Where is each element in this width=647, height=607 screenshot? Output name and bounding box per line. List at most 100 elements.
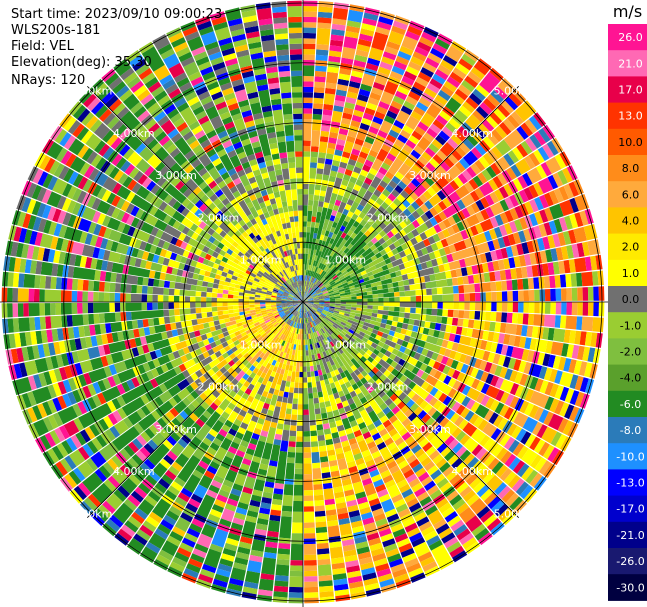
velocity-gate	[181, 174, 191, 184]
velocity-gate	[375, 345, 383, 352]
velocity-gate	[318, 316, 339, 337]
velocity-gate	[83, 93, 97, 108]
velocity-gate	[125, 293, 131, 302]
velocity-gate	[274, 261, 283, 272]
velocity-gate	[341, 417, 352, 430]
velocity-gate	[489, 216, 499, 228]
velocity-gate	[328, 394, 338, 412]
velocity-gate	[354, 387, 362, 395]
velocity-gate	[47, 399, 58, 414]
velocity-gate	[217, 242, 225, 250]
velocity-gate	[201, 523, 217, 539]
velocity-gate	[200, 297, 207, 302]
velocity-gate	[303, 108, 313, 114]
velocity-gate	[136, 434, 147, 447]
velocity-gate	[109, 292, 115, 302]
velocity-gate	[507, 114, 520, 129]
velocity-gate	[131, 247, 139, 258]
velocity-gate	[106, 205, 116, 217]
velocity-gate	[312, 293, 318, 298]
velocity-gate	[396, 245, 404, 253]
velocity-gate	[501, 302, 508, 312]
velocity-gate	[303, 474, 313, 480]
velocity-gate	[382, 406, 392, 415]
velocity-gate	[217, 355, 225, 363]
velocity-gate	[344, 168, 353, 177]
velocity-gate	[359, 384, 370, 397]
velocity-gate	[242, 373, 250, 381]
velocity-gate	[270, 250, 279, 262]
velocity-gate	[170, 322, 177, 330]
velocity-gate	[219, 260, 227, 267]
velocity-gate	[427, 407, 437, 417]
velocity-gate	[179, 542, 194, 553]
velocity-gate	[117, 331, 124, 342]
velocity-gate	[398, 286, 405, 292]
velocity-gate	[82, 291, 88, 302]
velocity-gate	[324, 266, 338, 280]
velocity-gate	[323, 308, 329, 312]
velocity-gate	[317, 270, 325, 281]
velocity-gate	[329, 546, 344, 559]
velocity-gate	[414, 487, 427, 498]
velocity-gate	[524, 402, 535, 416]
velocity-gate	[185, 201, 195, 211]
velocity-gate	[306, 312, 309, 318]
velocity-gate	[313, 489, 324, 496]
velocity-gate	[434, 380, 453, 396]
velocity-gate	[372, 81, 385, 91]
velocity-gate	[339, 291, 351, 296]
velocity-gate	[230, 393, 242, 406]
velocity-gate	[415, 76, 429, 88]
velocity-gate	[415, 207, 425, 217]
velocity-gate	[425, 260, 433, 268]
velocity-gate	[265, 344, 272, 350]
velocity-gate	[326, 444, 335, 451]
velocity-gate	[273, 249, 284, 265]
velocity-gate	[254, 294, 261, 298]
velocity-gate	[120, 67, 135, 81]
velocity-gate	[259, 321, 266, 327]
velocity-gate	[224, 318, 231, 323]
velocity-gate	[321, 466, 330, 474]
velocity-gate	[294, 479, 303, 485]
velocity-gate	[162, 257, 170, 266]
velocity-gate	[278, 402, 287, 419]
velocity-gate	[337, 512, 349, 520]
velocity-gate	[484, 409, 495, 422]
velocity-gate	[397, 162, 411, 177]
velocity-gate	[244, 570, 261, 584]
velocity-gate	[482, 153, 494, 166]
velocity-gate	[523, 361, 532, 375]
velocity-gate	[489, 399, 500, 412]
velocity-gate	[333, 392, 340, 400]
velocity-gate	[72, 326, 80, 339]
velocity-gate	[359, 331, 366, 337]
velocity-gate	[319, 303, 330, 307]
velocity-gate	[442, 309, 449, 317]
velocity-gate	[406, 562, 422, 573]
velocity-gate	[233, 406, 242, 414]
velocity-gate	[137, 174, 148, 185]
velocity-gate	[313, 295, 324, 300]
velocity-gate	[320, 461, 330, 468]
velocity-gate	[169, 561, 185, 573]
velocity-gate	[286, 375, 292, 382]
velocity-gate	[331, 316, 337, 321]
velocity-gate	[334, 320, 345, 329]
velocity-gate	[287, 325, 291, 331]
velocity-gate	[458, 293, 465, 302]
velocity-gate	[452, 309, 459, 318]
velocity-gate	[397, 237, 406, 246]
velocity-gate	[349, 153, 359, 162]
velocity-gate	[360, 472, 371, 481]
velocity-gate	[33, 289, 40, 302]
velocity-gate	[348, 581, 364, 589]
velocity-gate	[433, 518, 447, 530]
velocity-gate	[407, 25, 423, 36]
velocity-gate	[119, 144, 131, 157]
velocity-gate	[205, 189, 215, 198]
velocity-gate	[253, 410, 261, 418]
velocity-gate	[486, 474, 503, 492]
velocity-gate	[285, 413, 292, 420]
